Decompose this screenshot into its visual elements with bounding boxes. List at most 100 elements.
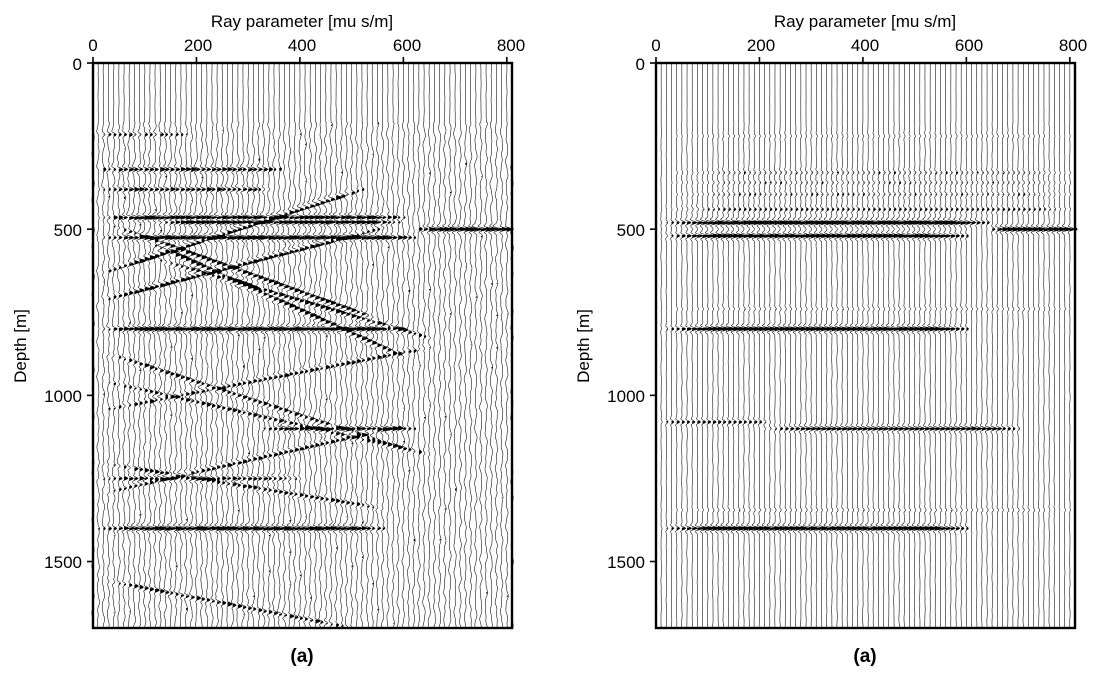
wiggle-trace [906,63,918,629]
event-fill [852,172,861,531]
event-fill [769,172,778,531]
event-fill [1002,172,1011,431]
left-panel-label: (a) [290,646,313,667]
wiggle-trace [834,63,846,628]
wiggle-trace [1067,63,1076,629]
event-fill [165,133,174,594]
wiggle-trace [207,62,225,629]
right-panel: Ray parameter [mu s/m] 0 200 400 600 800… [574,12,1087,667]
event-fill [191,167,200,599]
wiggle-trace [492,62,504,629]
event-fill [899,172,907,531]
wiggle-trace [875,63,887,629]
event-fill [299,133,308,620]
wiggle-trace [395,62,407,628]
wiggle-trace [259,62,276,629]
event-fill [217,168,227,604]
wiggle-trace [1040,63,1052,629]
wiggle-trace [106,62,112,629]
wiggle-trace [426,62,438,629]
event-fill [857,172,866,531]
event-fill [681,221,686,530]
event-fill [486,227,495,628]
wiggle-trace [1030,62,1042,629]
wiggle-trace [730,62,742,629]
event-fill [294,210,304,619]
event-fill [743,171,752,531]
event-fill [470,227,479,346]
event-fill [325,200,334,624]
wiggle-trace [813,63,825,629]
event-fill [1069,228,1075,231]
event-fill [759,172,768,531]
wiggle-trace [720,62,732,628]
right-y-tick-label: 1500 [607,553,645,572]
wiggle-trace [1035,63,1048,629]
right-y-tick-labels: 0 500 1000 1500 [607,55,645,572]
wiggle-trace [156,62,169,629]
wiggle-trace [379,63,391,629]
event-fill [330,124,339,626]
wiggle-trace [139,62,157,629]
event-fill [1012,172,1021,431]
event-fill [155,134,164,593]
event-fill [253,168,262,611]
wiggle-trace [1046,63,1058,629]
wiggle-trace [766,62,779,629]
event-fill [868,172,876,531]
wiggle-trace [352,62,366,629]
wiggle-trace [451,62,463,629]
wiggle-trace [341,62,360,629]
wiggle-trace [363,62,376,629]
event-fill [444,227,453,511]
wiggle-trace [116,63,124,629]
wiggle-trace [499,62,510,629]
wiggle-trace [958,63,968,629]
wiggle-trace [932,62,944,629]
right-plot-frame [654,61,1077,630]
event-fill [919,172,928,531]
wiggle-trace [468,62,480,629]
event-fill [356,190,366,530]
event-fill [1033,172,1042,232]
wiggle-trace [896,63,908,629]
wiggle-trace [797,62,810,629]
event-fill [702,209,710,531]
event-fill [795,172,804,531]
event-fill [816,172,825,530]
wiggle-trace [218,62,232,629]
wiggle-trace [771,63,784,629]
left-y-tick-label: 1500 [44,553,82,572]
event-fill [1018,172,1026,430]
wiggle-trace [401,62,409,629]
right-x-tick-label: 400 [851,36,879,55]
event-fill [124,133,130,586]
wiggle-trace [238,62,253,629]
wiggle-trace [411,62,417,629]
event-fill [997,172,1003,431]
event-fill [992,172,998,431]
wiggle-trace [995,63,1004,629]
wiggle-trace [942,63,954,629]
wiggle-trace [111,62,119,629]
wiggle-trace [694,62,704,629]
wiggle-trace [685,63,693,629]
event-fill [981,172,988,431]
wiggle-trace [1015,62,1027,628]
wiggle-trace [823,62,836,629]
wiggle-trace [792,63,804,629]
wiggle-trace [296,62,308,629]
event-fill [831,172,840,531]
right-y-tick-label: 500 [617,221,645,240]
event-fill [139,134,147,589]
event-fill [888,172,897,531]
wiggle-trace [254,62,270,629]
wiggle-trace [969,63,978,629]
wiggle-trace [880,63,892,629]
wiggle-trace [746,63,758,629]
wiggle-trace [901,62,913,629]
wiggle-trace [130,62,142,629]
event-fill [806,172,814,531]
wiggle-trace [921,62,934,629]
